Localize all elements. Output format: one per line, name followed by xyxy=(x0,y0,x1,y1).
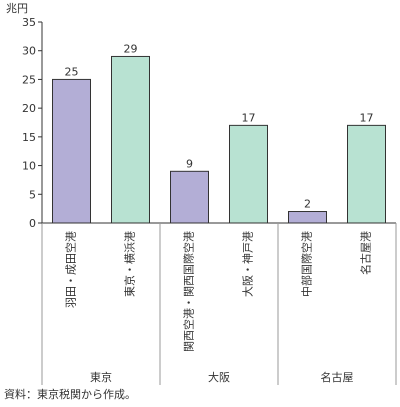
bar-value-label: 17 xyxy=(242,111,256,124)
y-tick-label: 15 xyxy=(22,131,36,144)
category-labels: 羽田・成田空港 東京・横浜港 関西空港・関西国際空港 大阪・神戸港 中部国際空港 名古屋港 xyxy=(64,231,373,352)
y-tick-label: 0 xyxy=(29,217,36,230)
category-label: 中部国際空港 xyxy=(300,231,314,297)
bar-value-label: 25 xyxy=(65,65,79,78)
y-axis-ticks: 0 5 10 15 20 25 30 35 xyxy=(22,16,42,230)
category-label: 大阪・神戸港 xyxy=(241,231,255,297)
group-label: 東京 xyxy=(90,370,112,384)
y-tick-label: 30 xyxy=(22,45,36,58)
category-label: 名古屋港 xyxy=(359,231,373,275)
bar xyxy=(229,124,268,224)
group-labels: 東京 大阪 名古屋 xyxy=(90,223,354,385)
category-label: 東京・横浜港 xyxy=(123,231,137,297)
bar-value-label: 2 xyxy=(304,198,311,211)
y-tick-label: 35 xyxy=(22,16,36,29)
axes xyxy=(41,22,397,385)
bar-value-label: 17 xyxy=(360,111,374,124)
group-label: 名古屋 xyxy=(321,370,354,384)
y-axis-unit-label: 兆円 xyxy=(6,2,28,15)
bars xyxy=(52,55,386,224)
bar xyxy=(347,124,386,224)
group-label: 大阪 xyxy=(208,370,230,384)
y-tick-label: 5 xyxy=(29,188,36,201)
y-tick-label: 20 xyxy=(22,102,36,115)
bar xyxy=(111,55,150,224)
bar xyxy=(288,211,327,224)
bar-value-label: 29 xyxy=(124,42,138,55)
data-labels: 25 29 9 17 2 17 xyxy=(65,42,374,210)
category-label: 羽田・成田空港 xyxy=(64,231,78,308)
bar xyxy=(170,170,209,224)
bar-value-label: 9 xyxy=(186,157,193,170)
y-tick-label: 25 xyxy=(22,73,36,86)
bar xyxy=(52,78,91,224)
category-label: 関西空港・関西国際空港 xyxy=(182,231,196,352)
source-note: 資料：東京税関から作成。 xyxy=(4,388,136,401)
y-tick-label: 10 xyxy=(22,160,36,173)
